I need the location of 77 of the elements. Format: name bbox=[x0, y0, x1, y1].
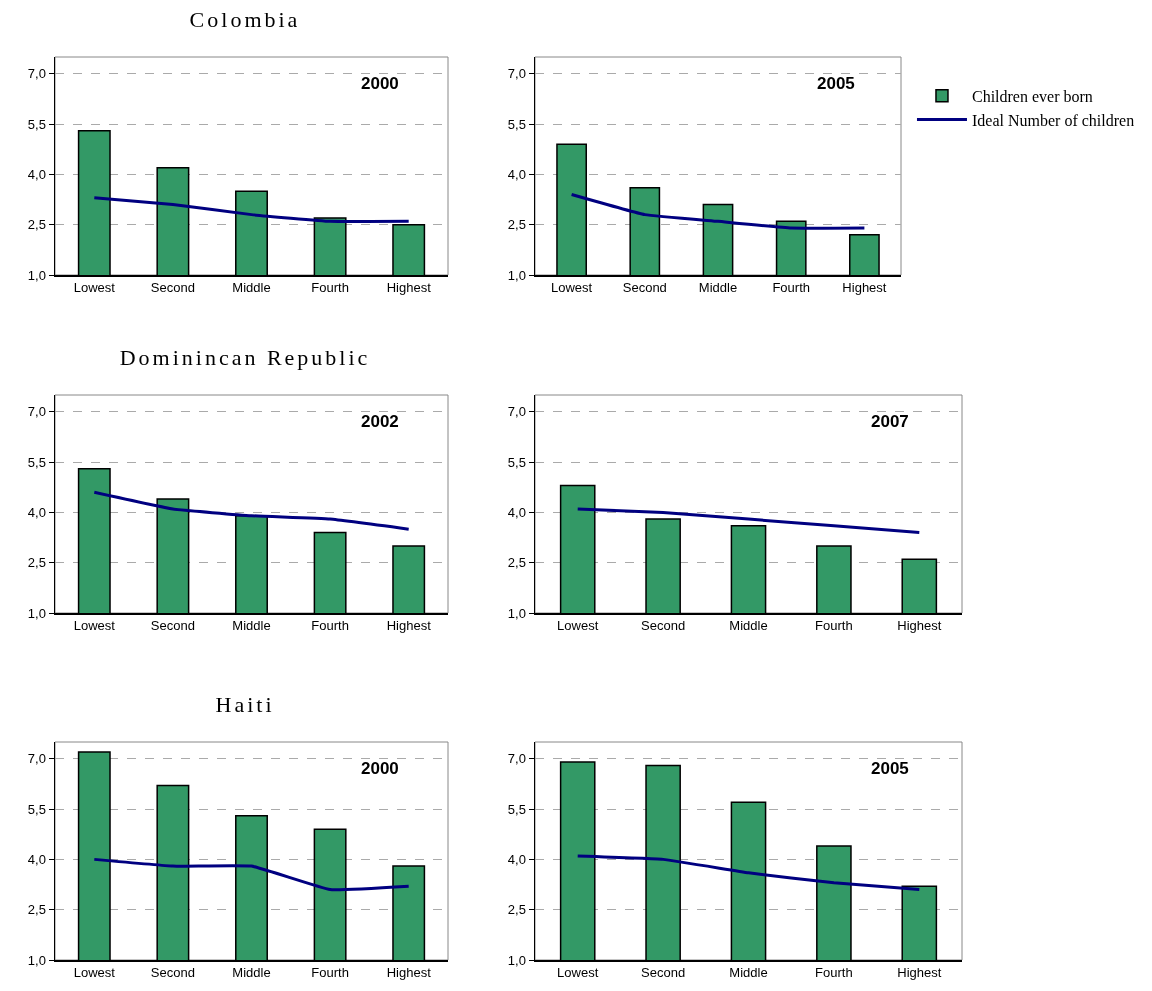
y-tick-label: 4,0 bbox=[507, 504, 526, 520]
y-tick-label: 2,5 bbox=[507, 555, 526, 571]
y-tick-label: 2,5 bbox=[27, 555, 46, 571]
x-tick-label: Middle bbox=[729, 618, 768, 634]
y-tick-label: 7,0 bbox=[507, 66, 526, 82]
y-tick-label: 1,0 bbox=[507, 267, 526, 283]
x-tick-label: Middle bbox=[232, 618, 271, 634]
y-tick-label: 7,0 bbox=[27, 66, 46, 82]
y-tick-label: 7,0 bbox=[507, 751, 526, 767]
x-tick-label: Lowest bbox=[557, 965, 599, 981]
y-tick-label: 1,0 bbox=[507, 952, 526, 968]
y-tick-label: 1,0 bbox=[27, 267, 46, 283]
x-tick-label: Fourth bbox=[311, 965, 349, 981]
x-tick-label: Fourth bbox=[772, 280, 810, 296]
chart-title: Colombia bbox=[188, 7, 302, 33]
y-tick-label: 1,0 bbox=[27, 605, 46, 621]
x-tick-label: Second bbox=[622, 280, 667, 296]
y-tick-label: 7,0 bbox=[507, 404, 526, 420]
chart-title: Haiti bbox=[214, 692, 276, 718]
line-series bbox=[576, 854, 921, 892]
x-tick-label: Fourth bbox=[815, 965, 853, 981]
y-tick-label: 4,0 bbox=[27, 851, 46, 867]
x-tick-label: Lowest bbox=[557, 618, 599, 634]
chart-title: Dominincan Republic bbox=[118, 345, 372, 371]
annotation: 2000 bbox=[361, 759, 399, 778]
y-tick-label: 1,0 bbox=[507, 605, 526, 621]
y-tick-label: 7,0 bbox=[27, 751, 46, 767]
annotation: 2005 bbox=[817, 74, 855, 93]
y-tick-label: 5,5 bbox=[27, 454, 46, 470]
line-series bbox=[92, 196, 411, 223]
annotation: 2007 bbox=[871, 412, 909, 431]
y-tick-label: 1,0 bbox=[27, 952, 46, 968]
x-tick-label: Highest bbox=[386, 965, 432, 981]
y-tick-label: 2,5 bbox=[507, 217, 526, 233]
x-tick-label: Highest bbox=[386, 618, 432, 634]
x-tick-label: Middle bbox=[729, 965, 768, 981]
x-tick-label: Second bbox=[641, 965, 686, 981]
x-tick-label: Second bbox=[150, 280, 195, 296]
annotation: 2002 bbox=[361, 412, 399, 431]
x-tick-label: Lowest bbox=[73, 965, 116, 981]
x-tick-label: Second bbox=[150, 618, 195, 634]
y-tick-label: 5,5 bbox=[507, 454, 526, 470]
y-tick-label: 4,0 bbox=[507, 851, 526, 867]
x-tick-label: Lowest bbox=[551, 280, 593, 296]
x-tick-label: Fourth bbox=[311, 618, 349, 634]
y-tick-label: 4,0 bbox=[507, 166, 526, 182]
x-tick-label: Highest bbox=[386, 280, 432, 296]
y-tick-label: 5,5 bbox=[27, 801, 46, 817]
y-tick-label: 5,5 bbox=[507, 116, 526, 132]
y-tick-label: 7,0 bbox=[27, 404, 46, 420]
x-tick-label: Middle bbox=[698, 280, 738, 296]
y-tick-label: 5,5 bbox=[507, 801, 526, 817]
y-tick-label: 5,5 bbox=[27, 116, 46, 132]
x-tick-label: Fourth bbox=[815, 618, 853, 634]
line-series bbox=[92, 857, 411, 892]
x-tick-label: Highest bbox=[842, 280, 887, 296]
y-tick-label: 2,5 bbox=[27, 217, 46, 233]
x-tick-label: Highest bbox=[897, 618, 942, 634]
y-tick-label: 2,5 bbox=[27, 902, 46, 918]
x-tick-label: Lowest bbox=[73, 280, 116, 296]
x-tick-label: Middle bbox=[232, 280, 271, 296]
x-tick-label: Second bbox=[150, 965, 195, 981]
y-tick-label: 4,0 bbox=[27, 504, 46, 520]
annotation: 2005 bbox=[871, 759, 909, 778]
annotation: 2000 bbox=[361, 74, 399, 93]
x-tick-label: Highest bbox=[897, 965, 942, 981]
line-series bbox=[570, 193, 866, 230]
line-series bbox=[576, 507, 921, 535]
x-tick-label: Middle bbox=[232, 965, 271, 981]
y-tick-label: 2,5 bbox=[507, 902, 526, 918]
x-tick-label: Second bbox=[641, 618, 686, 634]
x-tick-label: Lowest bbox=[73, 618, 116, 634]
legend-label: Children ever born bbox=[971, 87, 1093, 105]
x-tick-label: Fourth bbox=[311, 280, 349, 296]
line-series bbox=[92, 490, 411, 531]
y-tick-label: 4,0 bbox=[27, 166, 46, 182]
legend-label: Ideal Number of children bbox=[971, 111, 1135, 129]
